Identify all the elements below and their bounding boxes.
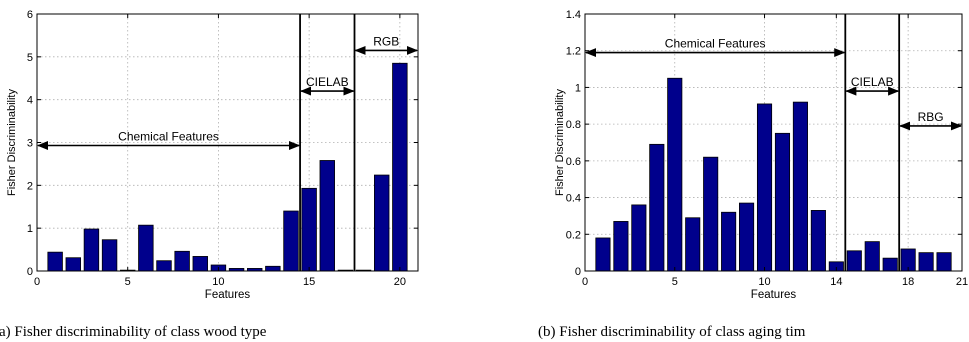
bar	[595, 237, 611, 272]
x-tick-label: 0	[34, 276, 40, 288]
bar	[392, 62, 408, 272]
bar	[936, 252, 952, 272]
x-tick-label: 15	[303, 276, 315, 288]
y-tick-label: 2	[27, 180, 33, 192]
bar	[792, 101, 808, 272]
y-tick-label: 4	[27, 95, 33, 107]
x-tick-label: 20	[394, 276, 406, 288]
y-tick-label: 0.2	[566, 229, 581, 241]
bar	[685, 217, 701, 272]
bar	[101, 239, 118, 272]
x-tick-label: 5	[125, 276, 131, 288]
bar	[65, 257, 81, 272]
x-axis-label: Features	[751, 289, 797, 301]
group-label: Chemical Features	[118, 129, 219, 143]
bar	[156, 260, 172, 272]
bar	[83, 228, 100, 272]
bar	[319, 160, 335, 272]
y-tick-label: 0.8	[566, 119, 581, 131]
chart-aging-time: 0 5 10 14 18 21 0 0.2 0.4 0.6 0.8 1 1.2 1.4 Chemical F…	[554, 9, 968, 301]
y-tick-label: 1.4	[566, 9, 581, 21]
bar	[739, 202, 755, 272]
chart-wood-type: 0 5 10 15 20 0 1 2 3 4 5 6 Chemical Features CIELAB RG…	[6, 9, 419, 301]
bar	[756, 103, 773, 272]
y-axis-label: Fisher Discriminability	[6, 89, 18, 196]
group-label: CIELAB	[851, 75, 894, 89]
bar	[774, 132, 791, 272]
bar	[138, 224, 154, 272]
y-tick-label: 0.4	[566, 193, 581, 205]
bar	[864, 241, 880, 272]
group-label: Chemical Features	[665, 37, 766, 51]
y-axis-label: Fisher Discriminability	[554, 89, 566, 196]
y-tick-label: 0	[27, 266, 33, 278]
group-label: RGB	[373, 34, 399, 48]
y-tick-label: 6	[27, 9, 33, 21]
bar	[631, 204, 647, 272]
x-tick-label: 14	[830, 276, 842, 288]
bar	[301, 187, 317, 272]
y-tick-label: 3	[27, 138, 33, 150]
y-tick-label: 5	[27, 52, 33, 64]
y-tick-label: 1.2	[566, 46, 581, 58]
bar	[265, 265, 281, 272]
x-tick-label: 10	[212, 276, 224, 288]
bar	[703, 156, 719, 272]
bar	[667, 77, 683, 272]
plot-frame	[584, 13, 963, 272]
x-axis-label: Features	[205, 289, 251, 301]
y-tick-label: 0.6	[566, 156, 581, 168]
group-label: CIELAB	[306, 75, 349, 89]
x-tick-label: 5	[672, 276, 678, 288]
bar	[918, 252, 934, 272]
bar	[721, 211, 737, 272]
bar	[810, 210, 826, 272]
x-tick-label: 0	[582, 276, 588, 288]
bar	[374, 174, 390, 272]
x-tick-label: 18	[902, 276, 914, 288]
x-tick-label: 21	[956, 276, 968, 288]
y-tick-label: 1	[575, 82, 581, 94]
bar	[846, 250, 862, 272]
bar	[174, 250, 190, 272]
bar	[192, 256, 208, 272]
bar	[613, 221, 629, 272]
bar	[283, 210, 299, 272]
x-tick-label: 10	[758, 276, 770, 288]
y-tick-label: 1	[27, 223, 33, 235]
subcaption-b: (b) Fisher discriminability of class agi…	[538, 324, 806, 340]
bar	[882, 257, 898, 272]
subcaption-a: (a) Fisher discriminability of class woo…	[0, 324, 267, 340]
bar	[47, 251, 63, 272]
y-tick-label: 0	[575, 266, 581, 278]
group-label: RBG	[918, 110, 944, 124]
bar	[649, 143, 665, 272]
